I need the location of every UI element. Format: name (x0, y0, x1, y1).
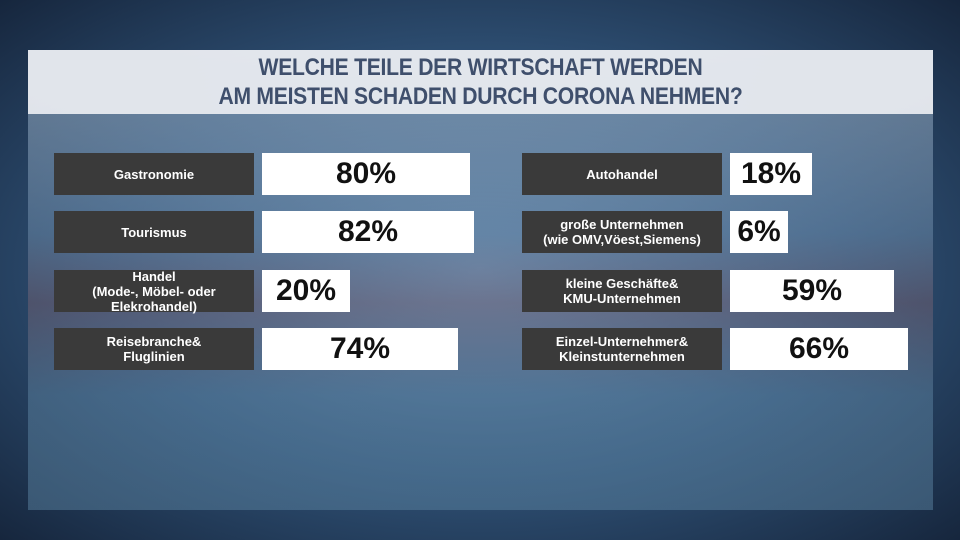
bar: 18% (730, 153, 812, 195)
value-label: 20% (275, 274, 337, 307)
title-line: WELCHE TEILE DER WIRTSCHAFT WERDEN (258, 54, 703, 81)
category-label: Autohandel (522, 153, 722, 195)
category-label: Gastronomie (54, 153, 254, 195)
category-label: Reisebranche& Fluglinien (54, 328, 254, 370)
bar: 66% (730, 328, 908, 370)
value-label: 59% (781, 274, 843, 307)
bar: 80% (262, 153, 470, 195)
value-label: 82% (337, 215, 399, 248)
bar: 74% (262, 328, 458, 370)
category-label: Einzel-Unternehmer& Kleinstunternehmen (522, 328, 722, 370)
category-label: große Unternehmen (wie OMV,Vöest,Siemens… (522, 211, 722, 253)
category-label: kleine Geschäfte& KMU-Unternehmen (522, 270, 722, 312)
value-label: 74% (329, 332, 391, 365)
title-box: WELCHE TEILE DER WIRTSCHAFT WERDEN AM ME… (28, 50, 933, 114)
category-label: Handel (Mode-, Möbel- oder Elekrohandel) (54, 269, 254, 314)
value-label: 80% (335, 157, 397, 190)
bar: 82% (262, 211, 474, 253)
value-label: 66% (788, 332, 850, 365)
title-line: AM MEISTEN SCHADEN DURCH CORONA NEHMEN? (218, 83, 743, 110)
bar: 6% (730, 211, 788, 253)
bar: 20% (262, 270, 350, 312)
category-label: Tourismus (54, 211, 254, 253)
value-label: 6% (737, 215, 781, 248)
value-label: 18% (740, 157, 802, 190)
bar: 59% (730, 270, 894, 312)
